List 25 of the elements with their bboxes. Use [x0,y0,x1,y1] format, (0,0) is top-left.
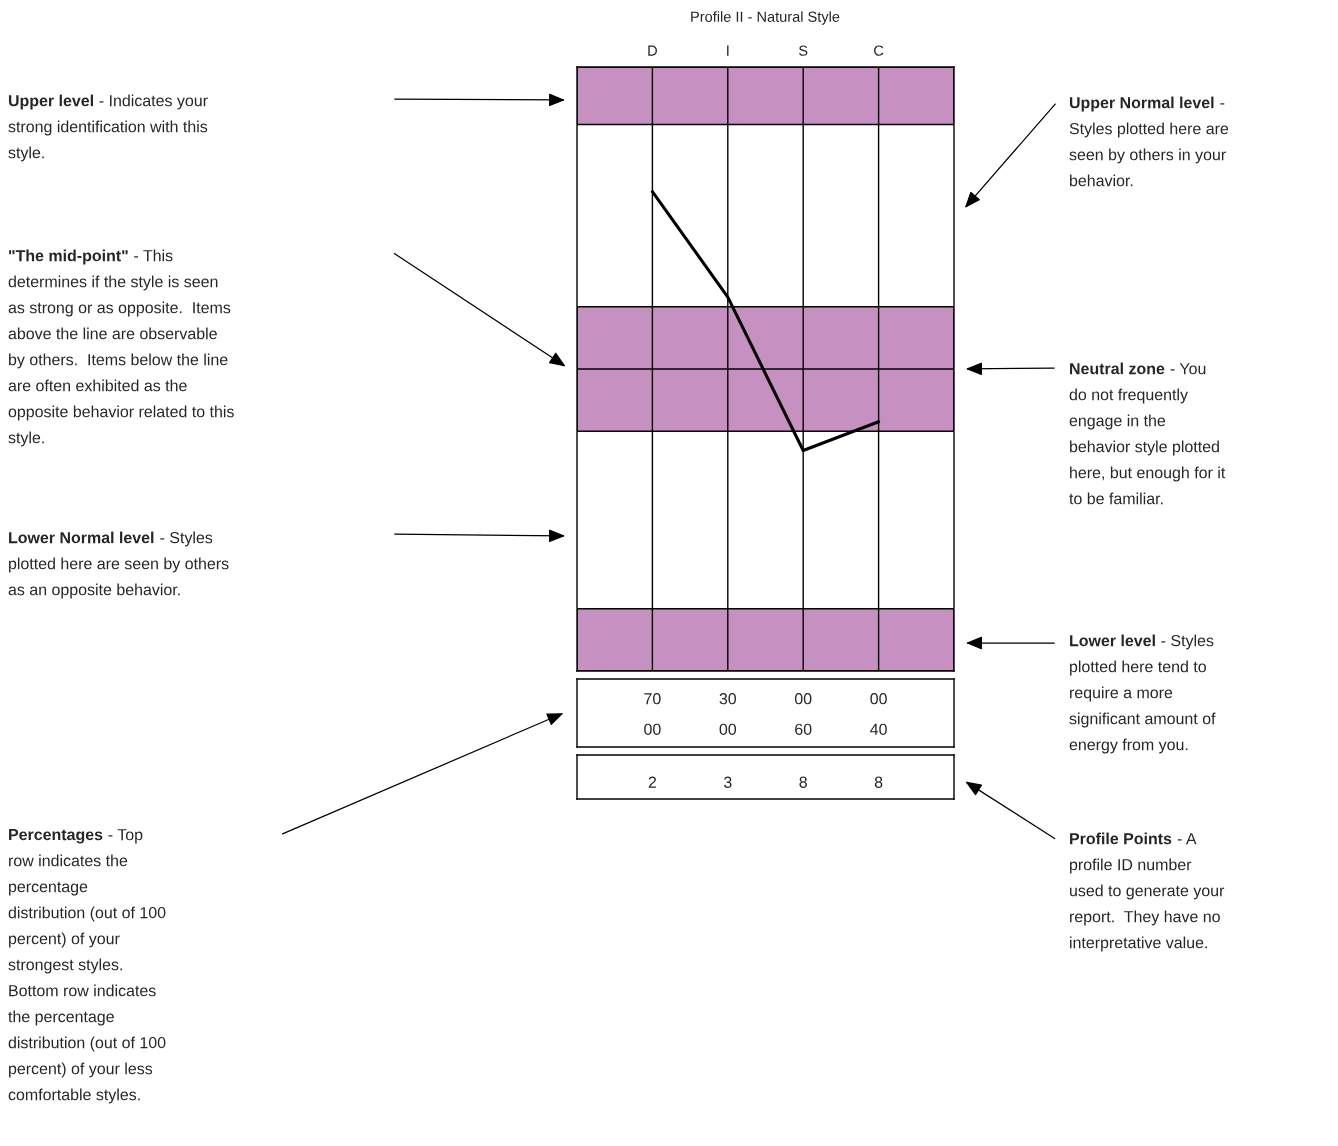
text: 00 [794,693,812,705]
text: 00 [644,723,661,735]
x-tick-label: I [727,45,729,56]
x-tick-label: D [648,45,657,56]
text: Lower Normal level - Styles plotted here are seen by others as an opposite behavior. [8,531,229,599]
text: Neutral zone - You do not frequently engage in the behavior style plotted here, but enough for it to be familiar. [1069,362,1226,505]
text: 40 [870,723,887,735]
text: Upper level - Indicates your strong identification with this style. [8,94,208,162]
chart-title: Profile II - Natural Style [691,11,840,25]
text: 00 [719,723,737,735]
text: Profile Points - A profile ID number used to generate your report. They have no interpretative value. [1070,832,1225,952]
text: 00 [870,693,887,705]
text: 70 [644,693,661,705]
x-tick-label: S [799,45,808,56]
text: "The mid-point" - This determines if the style is seen as strong or as opposite. Items above the line are observable by others. Items below the line are often exhibited as the opposite behavior related to this style. [8,249,234,447]
text: 3 [723,776,732,788]
text: Percentages - Top row indicates the percentage distribution (out of 100 percent) of your strongest styles. Bottom row indicates the percentage distribution (out of 100 percent) of your less comfortable styles. [8,829,166,1104]
text: 30 [719,693,737,705]
text: 8 [799,776,807,788]
x-tick-label: C [874,45,884,56]
text: 2 [648,776,657,788]
text: Lower level - Styles plotted here tend to require a more significant amount of energy from you. [1069,634,1216,754]
text: 60 [795,723,812,735]
text: Upper Normal level - Styles plotted here are seen by others in your behavior. [1069,96,1229,187]
text: 8 [874,776,883,788]
